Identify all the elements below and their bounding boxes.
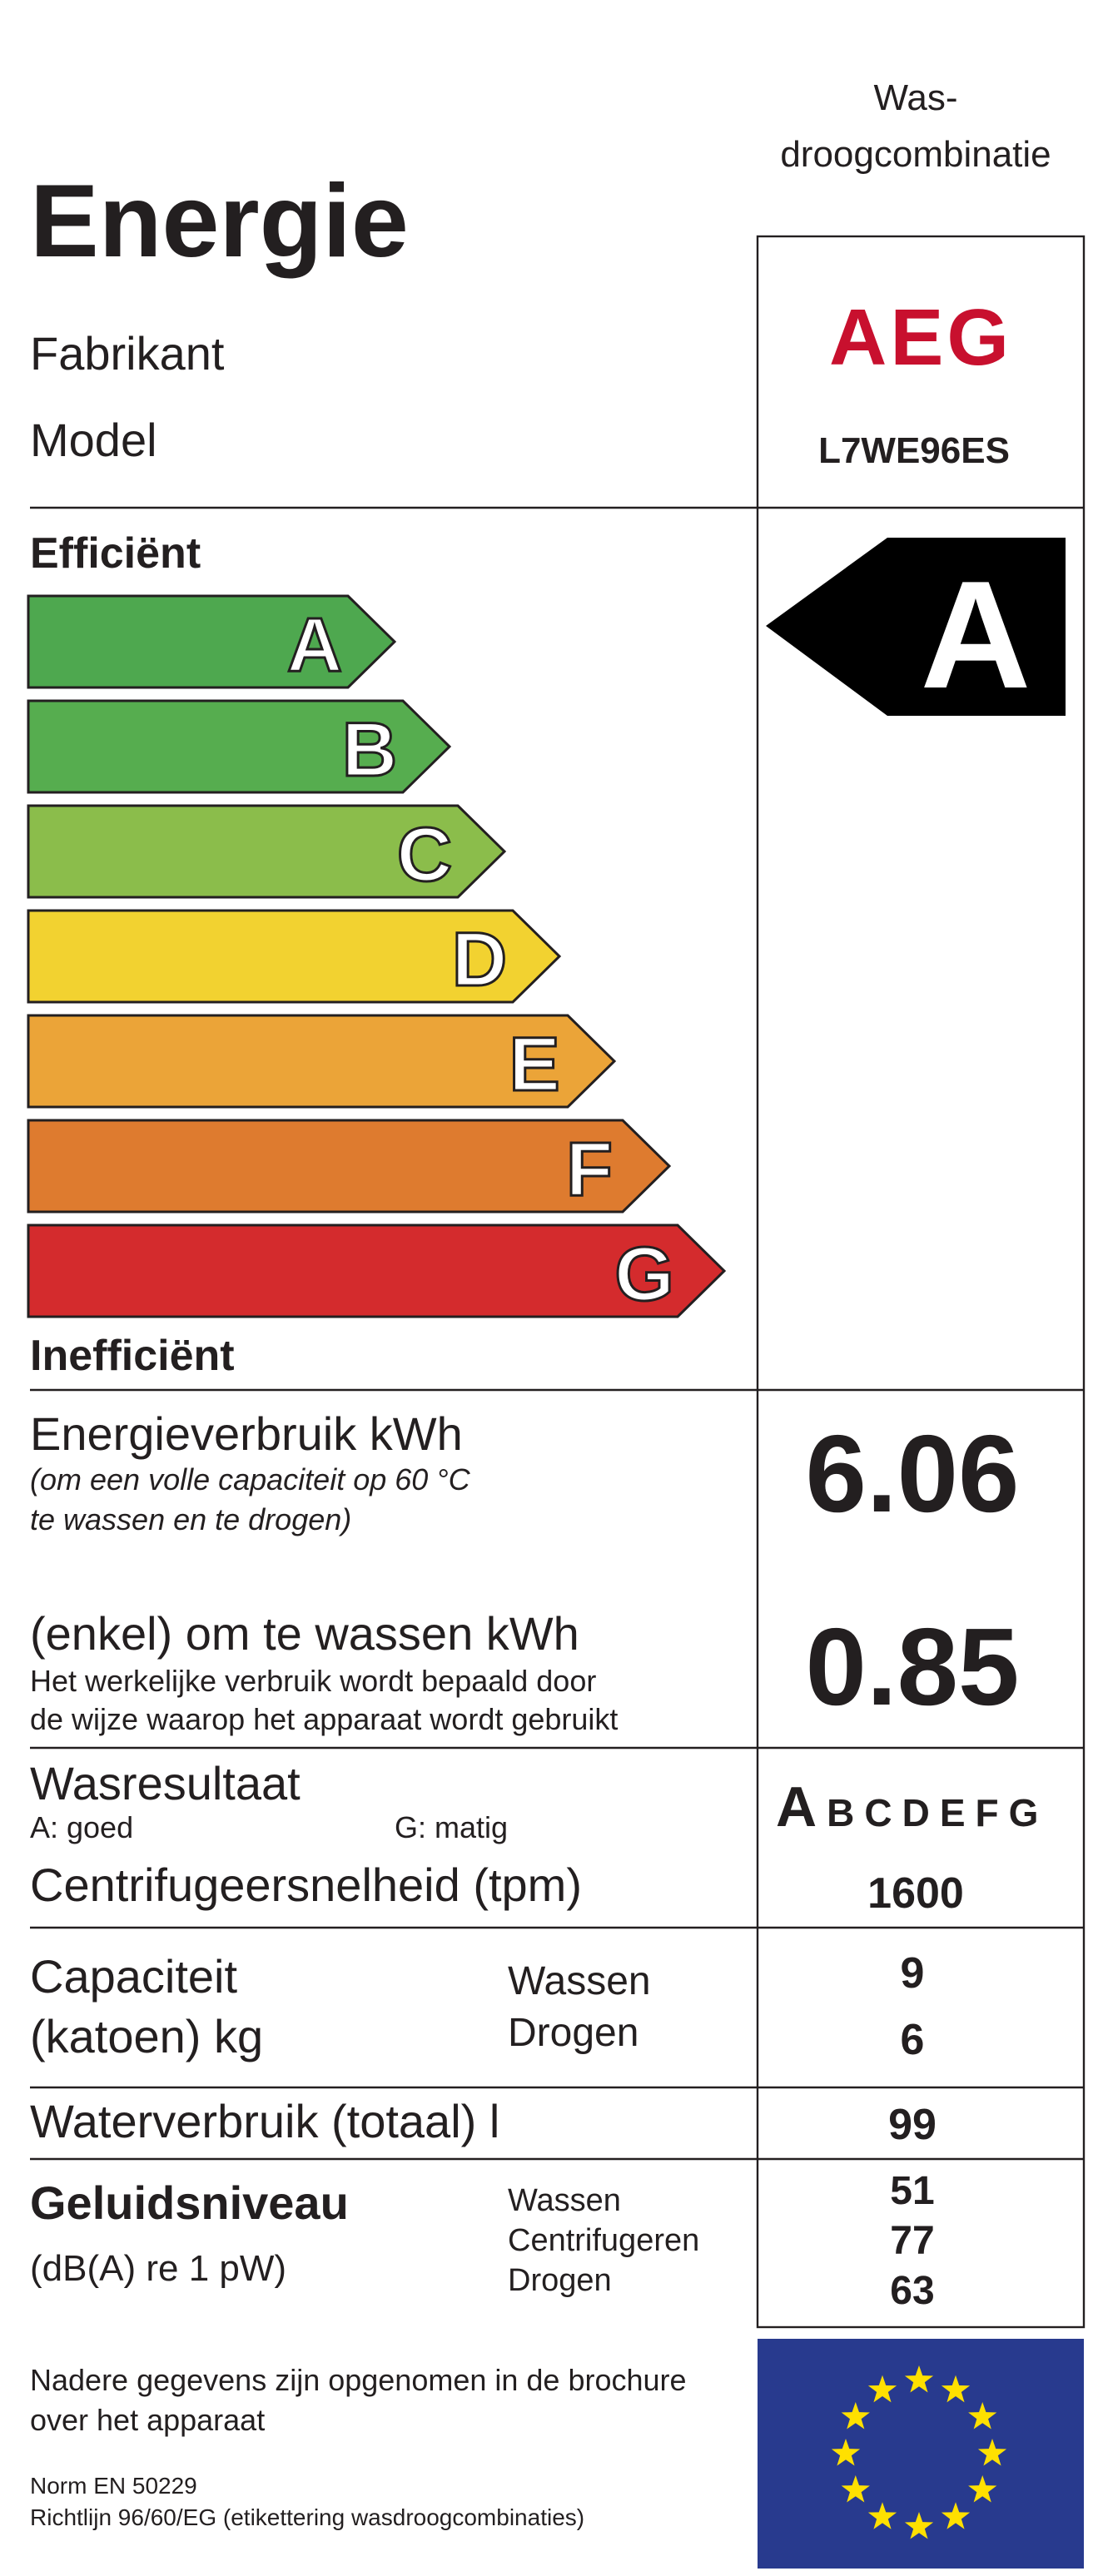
- label: Waterverbruik (totaal) l: [30, 2095, 499, 2147]
- efficiency-bar: [27, 1014, 617, 1109]
- sub-label: Wassen: [508, 1959, 651, 2003]
- note: Richtlijn 96/60/EG (etikettering wasdroo…: [30, 2504, 584, 2530]
- eu-star: [867, 2502, 897, 2529]
- category: Was-: [873, 77, 957, 118]
- value: 99: [888, 2101, 937, 2149]
- value: 9: [901, 1949, 925, 1998]
- eu-star: [867, 2375, 897, 2403]
- note: G: matig: [395, 1810, 508, 1844]
- efficiency-class: A: [287, 603, 342, 687]
- note: (om een volle capaciteit op 60 °C: [30, 1462, 471, 1496]
- note: Norm EN 50229: [30, 2473, 197, 2499]
- efficiency-bar: [27, 1119, 672, 1214]
- note: te wassen en te drogen): [30, 1502, 351, 1536]
- note: over het apparaat: [30, 2403, 265, 2437]
- eu-star: [904, 2365, 934, 2393]
- note: Nadere gegevens zijn opgenomen in de bro…: [30, 2363, 687, 2397]
- efficiency-class: G: [614, 1232, 674, 1317]
- eu-star: [904, 2512, 934, 2539]
- label: (dB(A) re 1 pW): [30, 2248, 286, 2289]
- efficiency-class: B: [342, 707, 397, 792]
- title: Energie: [30, 164, 409, 279]
- wash-class: D: [902, 1791, 930, 1834]
- value: 63: [890, 2269, 934, 2313]
- value: 51: [890, 2169, 934, 2213]
- note: de wijze waarop het apparaat wordt gebru…: [30, 1702, 618, 1736]
- efficiency-class: D: [452, 917, 507, 1002]
- value: 1600: [867, 1869, 964, 1918]
- sub-label: Drogen: [508, 2263, 612, 2298]
- eu-star: [941, 2502, 971, 2529]
- efficiency-bar: [27, 909, 562, 1004]
- efficiency-bar: [27, 699, 452, 794]
- category: droogcombinatie: [780, 134, 1051, 175]
- eu-star: [831, 2439, 861, 2466]
- label: Centrifugeersnelheid (tpm): [30, 1859, 582, 1911]
- value-column: [756, 235, 1086, 2329]
- efficiency-bar: [27, 594, 397, 689]
- sub-label: Wassen: [508, 2183, 621, 2218]
- rating-arrow: [766, 538, 1066, 716]
- efficiency-class: E: [509, 1022, 559, 1107]
- efficiency-class: C: [397, 812, 452, 897]
- sub-label: Centrifugeren: [508, 2223, 699, 2258]
- wash-class: C: [864, 1791, 892, 1834]
- value: 77: [890, 2219, 934, 2263]
- label: Geluidsniveau: [30, 2176, 349, 2229]
- eu-star: [968, 2475, 997, 2503]
- model-name: L7WE96ES: [818, 430, 1010, 471]
- label: (katoen) kg: [30, 2010, 263, 2062]
- brand-logo: AEG: [829, 293, 1012, 382]
- efficiency-bar: [27, 804, 507, 899]
- eu-star: [968, 2402, 997, 2430]
- label: Energieverbruik kWh: [30, 1407, 463, 1460]
- wash-class: G: [1009, 1791, 1039, 1834]
- rating: A: [921, 548, 1031, 720]
- eu-star: [841, 2475, 870, 2503]
- efficiency-bar: [27, 1223, 727, 1318]
- wash-class: B: [827, 1791, 854, 1834]
- note: A: goed: [30, 1810, 133, 1844]
- label: Wasresultaat: [30, 1757, 301, 1809]
- wash-class: F: [976, 1791, 999, 1834]
- wash-class: E: [940, 1791, 966, 1834]
- sub-label: Drogen: [508, 2011, 638, 2055]
- label: Efficiënt: [30, 529, 201, 578]
- label: (enkel) om te wassen kWh: [30, 1607, 579, 1660]
- eu-star: [941, 2375, 971, 2403]
- label: Inefficiënt: [30, 1332, 235, 1380]
- wash-class: A: [776, 1775, 817, 1839]
- note: Het werkelijke verbruik wordt bepaald do…: [30, 1664, 596, 1698]
- label: Model: [30, 414, 157, 466]
- label: Capaciteit: [30, 1950, 237, 2003]
- value: 6.06: [806, 1412, 1020, 1535]
- eu-star: [841, 2402, 870, 2430]
- value: 6: [901, 2016, 925, 2064]
- eu-star: [977, 2439, 1007, 2466]
- efficiency-class: F: [566, 1127, 613, 1212]
- value: 0.85: [806, 1606, 1020, 1728]
- label: Fabrikant: [30, 327, 225, 380]
